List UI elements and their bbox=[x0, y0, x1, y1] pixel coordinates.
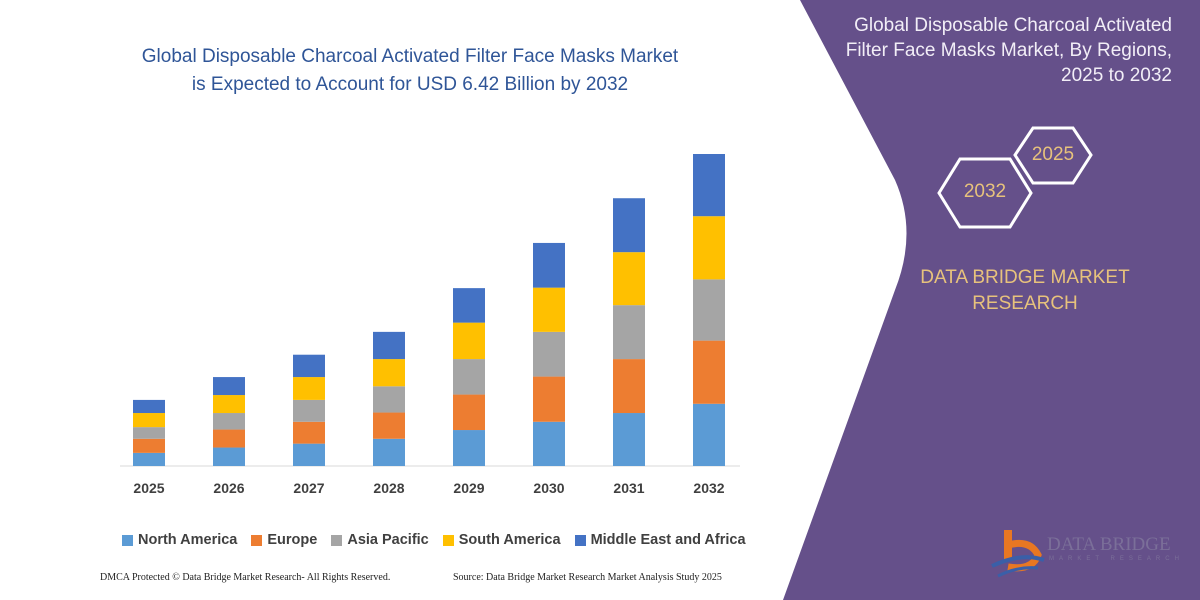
x-tick-label: 2025 bbox=[133, 480, 165, 496]
x-tick-label: 2028 bbox=[373, 480, 405, 496]
bar-segment-2028-middle-east-and-africa bbox=[373, 331, 405, 360]
legend-label: Asia Pacific bbox=[347, 532, 429, 548]
bar-segment-2032-europe bbox=[693, 340, 725, 404]
legend-item-north-america: North America bbox=[122, 532, 237, 548]
bar-segment-2030-north-america bbox=[533, 421, 565, 466]
legend-item-europe: Europe bbox=[251, 532, 317, 548]
bar-segment-2031-europe bbox=[613, 359, 645, 414]
hex-label-2032: 2032 bbox=[963, 181, 1007, 202]
bar-segment-2032-south-america bbox=[693, 216, 725, 280]
chart-title: Global Disposable Charcoal Activated Fil… bbox=[100, 43, 720, 99]
hex-label-2025: 2025 bbox=[1031, 144, 1075, 165]
logo-text: DATA BRIDGE bbox=[1047, 534, 1171, 555]
bar-segment-2026-middle-east-and-africa bbox=[213, 377, 245, 396]
footer-copyright: DMCA Protected © Data Bridge Market Rese… bbox=[100, 572, 391, 583]
bar-segment-2031-south-america bbox=[613, 252, 645, 306]
bar-segment-2027-middle-east-and-africa bbox=[293, 354, 325, 378]
side-panel bbox=[783, 0, 1200, 600]
brand-text: DATA BRIDGE MARKET RESEARCH bbox=[880, 265, 1170, 317]
side-title: Global Disposable Charcoal Activated Fil… bbox=[845, 15, 1172, 86]
legend-label: Middle East and Africa bbox=[590, 532, 746, 548]
x-tick-label: 2030 bbox=[533, 480, 565, 496]
bar-segment-2025-europe bbox=[133, 438, 165, 453]
x-tick-label: 2031 bbox=[613, 480, 645, 496]
bar-segment-2025-south-america bbox=[133, 413, 165, 428]
bar-segment-2031-asia-pacific bbox=[613, 305, 645, 360]
legend-item-asia-pacific: Asia Pacific bbox=[331, 532, 429, 548]
bar-segment-2027-asia-pacific bbox=[293, 399, 325, 422]
bar-segment-2025-middle-east-and-africa bbox=[133, 399, 165, 414]
bar-segment-2032-north-america bbox=[693, 403, 725, 466]
bar-segment-2031-middle-east-and-africa bbox=[613, 198, 645, 253]
bar-segment-2029-europe bbox=[453, 394, 485, 431]
legend-label: Europe bbox=[267, 532, 318, 548]
x-tick-label: 2032 bbox=[693, 480, 725, 496]
bar-segment-2032-middle-east-and-africa bbox=[693, 154, 725, 217]
bar-segment-2025-north-america bbox=[133, 452, 165, 466]
legend-item-middle-east-africa: Middle East and Africa bbox=[574, 532, 746, 548]
legend-label: South America bbox=[458, 532, 561, 548]
bar-segment-2030-south-america bbox=[533, 287, 565, 332]
bar-segment-2029-south-america bbox=[453, 322, 485, 360]
bars bbox=[133, 154, 725, 466]
bar-segment-2027-europe bbox=[293, 421, 325, 444]
bar-segment-2026-south-america bbox=[213, 395, 245, 414]
hexagon-2032 bbox=[937, 157, 1033, 229]
bar-segment-2026-asia-pacific bbox=[213, 413, 245, 430]
bar-segment-2029-middle-east-and-africa bbox=[453, 288, 485, 323]
logo-subtext: MARKET RESEARCH bbox=[1049, 556, 1184, 562]
chart-title-line-2: is Expected to Account for USD 6.42 Bill… bbox=[191, 74, 629, 95]
x-tick-label: 2026 bbox=[213, 480, 245, 496]
footer-source: Source: Data Bridge Market Research Mark… bbox=[453, 572, 722, 583]
x-tick-label: 2029 bbox=[453, 480, 485, 496]
brand-line-2: RESEARCH bbox=[972, 293, 1078, 314]
bar-segment-2028-asia-pacific bbox=[373, 386, 405, 413]
legend-label: North America bbox=[138, 532, 238, 548]
x-tick-label: 2027 bbox=[293, 480, 325, 496]
bar-segment-2031-north-america bbox=[613, 413, 645, 466]
legend-item-south-america: South America bbox=[442, 532, 561, 548]
bar-segment-2028-south-america bbox=[373, 359, 405, 387]
bar-segment-2030-asia-pacific bbox=[533, 331, 565, 377]
bar-segment-2028-north-america bbox=[373, 438, 405, 466]
chart-title-line-1: Global Disposable Charcoal Activated Fil… bbox=[141, 46, 679, 67]
brand-line-1: DATA BRIDGE MARKET bbox=[920, 267, 1130, 288]
bar-segment-2026-north-america bbox=[213, 447, 245, 466]
bar-segment-2029-asia-pacific bbox=[453, 359, 485, 395]
logo-icon bbox=[991, 530, 1045, 578]
bar-segment-2027-south-america bbox=[293, 377, 325, 400]
legend: North America Europe Asia Pacific South … bbox=[122, 532, 746, 548]
hexagon-2025 bbox=[1013, 126, 1093, 185]
bar-segment-2025-asia-pacific bbox=[133, 427, 165, 439]
bar-segment-2032-asia-pacific bbox=[693, 279, 725, 341]
bar-segment-2029-north-america bbox=[453, 430, 485, 466]
bar-segment-2030-middle-east-and-africa bbox=[533, 242, 565, 288]
bar-segment-2027-north-america bbox=[293, 443, 325, 466]
bar-segment-2028-europe bbox=[373, 412, 405, 439]
bar-segment-2030-europe bbox=[533, 376, 565, 422]
bar-segment-2026-europe bbox=[213, 429, 245, 448]
